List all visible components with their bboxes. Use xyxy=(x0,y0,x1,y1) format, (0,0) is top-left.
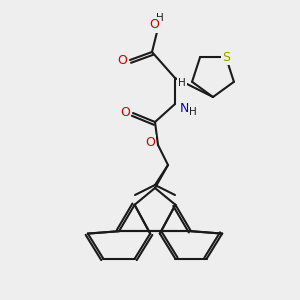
Text: H: H xyxy=(156,13,164,23)
Text: H: H xyxy=(189,107,197,117)
Text: O: O xyxy=(149,19,159,32)
Text: H: H xyxy=(178,78,186,88)
Text: O: O xyxy=(117,53,127,67)
Text: O: O xyxy=(145,136,155,149)
Text: O: O xyxy=(120,106,130,119)
Text: N: N xyxy=(179,101,189,115)
Text: S: S xyxy=(222,51,230,64)
